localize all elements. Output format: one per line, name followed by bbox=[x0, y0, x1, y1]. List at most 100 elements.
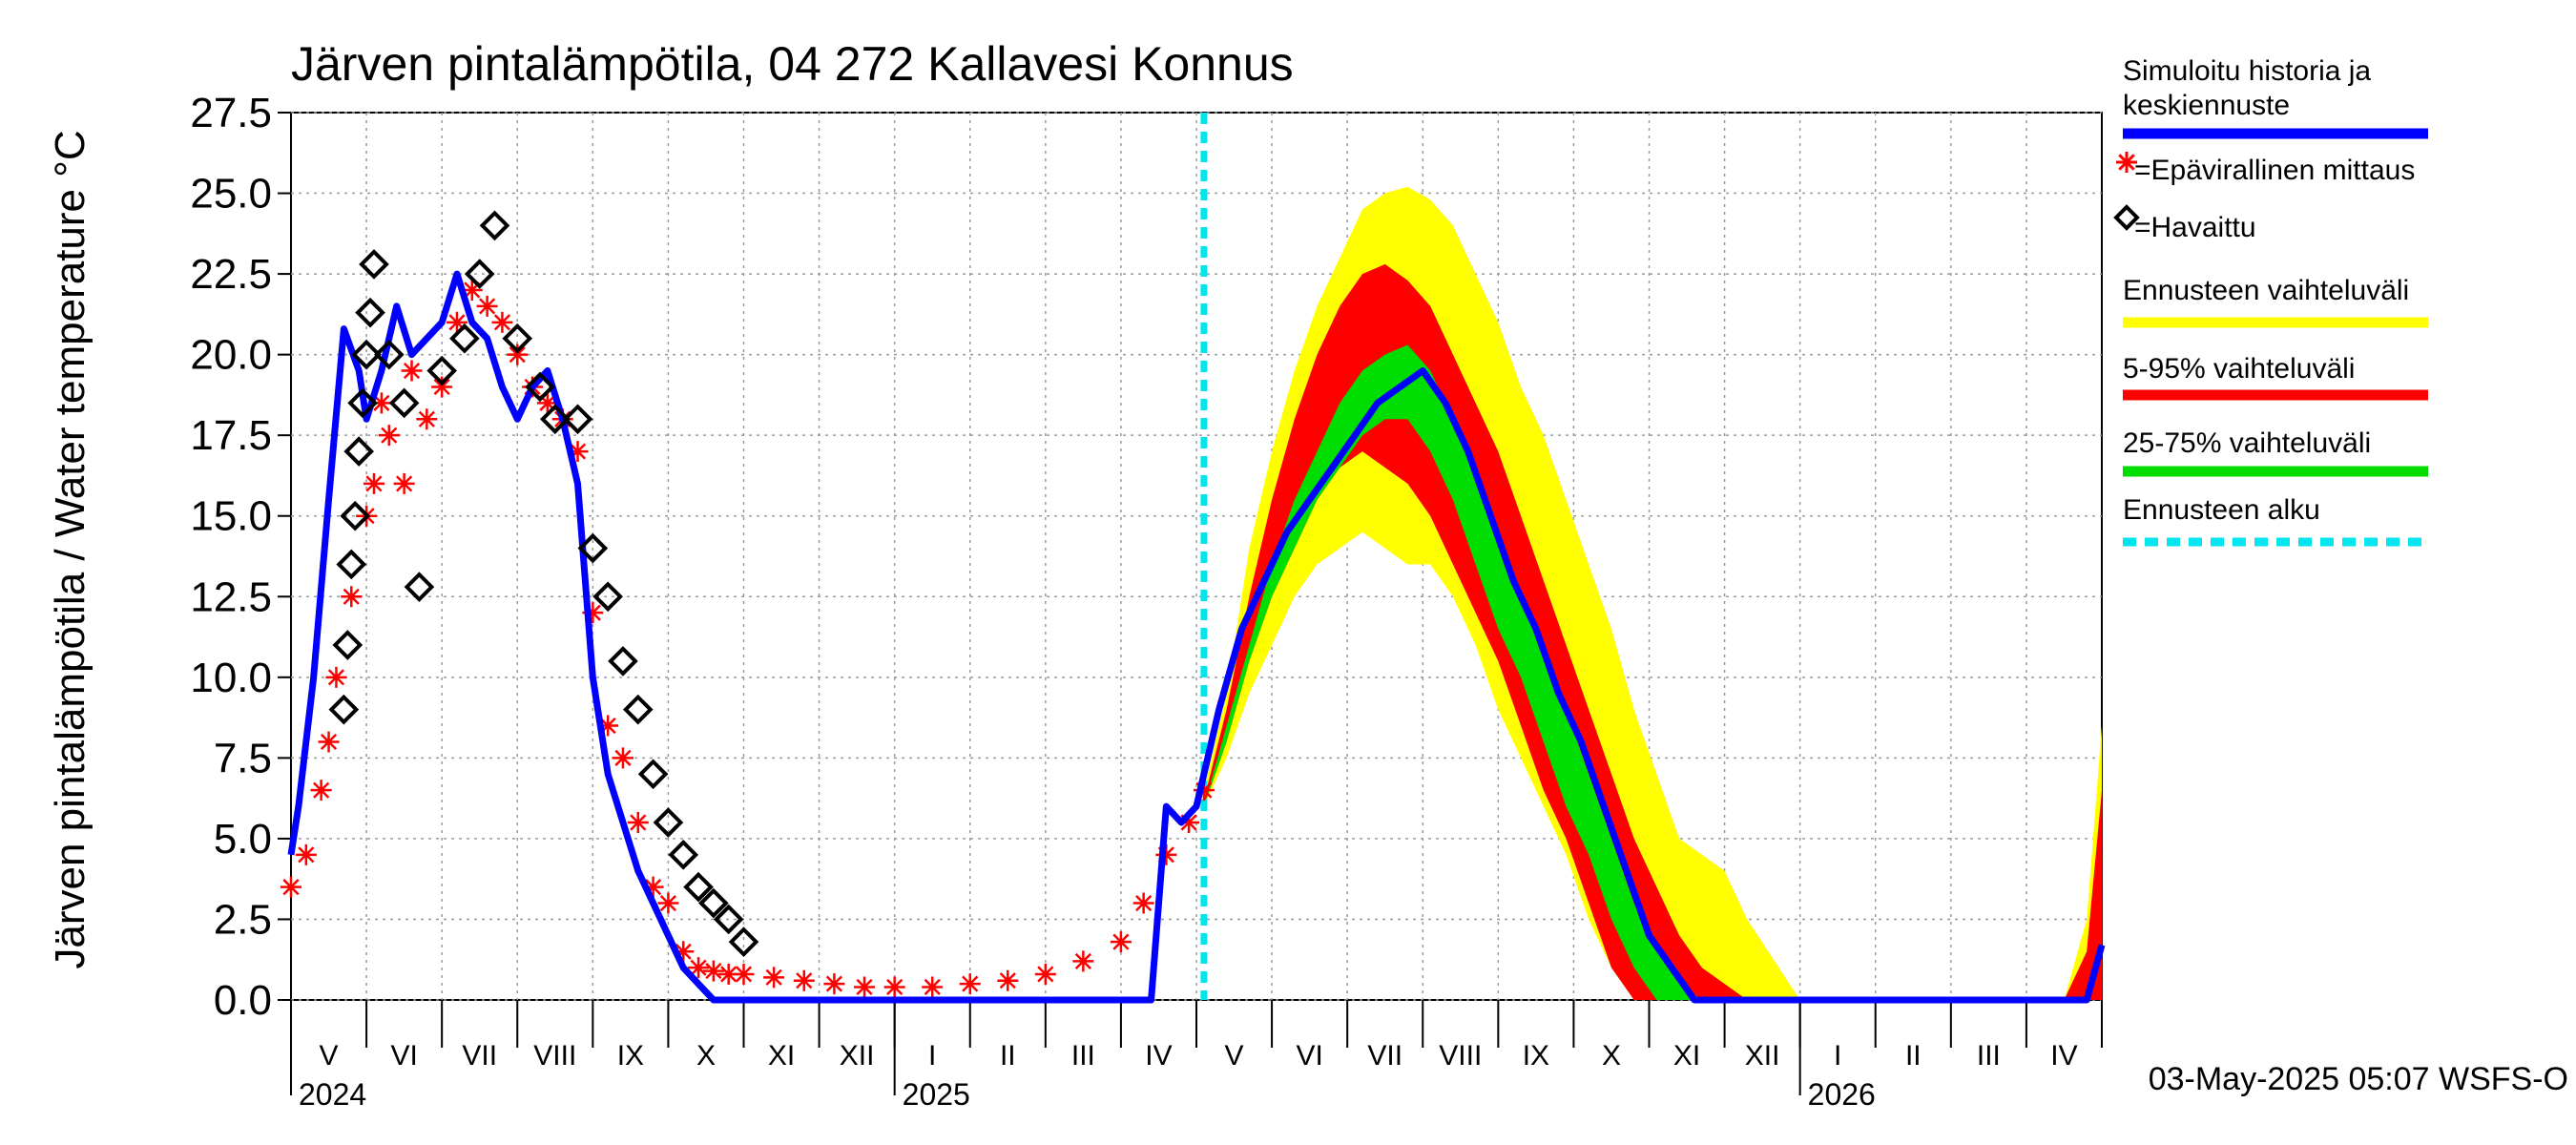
month-label: VI bbox=[390, 1040, 417, 1072]
observed-point bbox=[525, 371, 555, 403]
observed-point bbox=[343, 436, 375, 467]
observed-point bbox=[332, 630, 364, 660]
month-label: I bbox=[1834, 1040, 1841, 1072]
unofficial-measurement-point bbox=[491, 311, 513, 333]
unofficial-measurement-point bbox=[793, 969, 815, 991]
y-tick-label: 2.5 bbox=[214, 896, 272, 943]
observed-point bbox=[622, 694, 654, 725]
unofficial-measurement-point bbox=[1110, 931, 1132, 953]
month-label: IV bbox=[2050, 1040, 2077, 1072]
observed-point bbox=[351, 339, 382, 370]
observed-point bbox=[388, 387, 420, 419]
year-label: 2026 bbox=[1808, 1077, 1876, 1112]
month-label: III bbox=[1071, 1040, 1095, 1072]
observed-point bbox=[373, 339, 405, 370]
observed-point bbox=[340, 500, 371, 531]
month-label: I bbox=[928, 1040, 936, 1072]
observed-point bbox=[592, 581, 623, 613]
unofficial-measurement-point bbox=[627, 812, 649, 833]
month-label: II bbox=[1000, 1040, 1016, 1072]
legend-label: =Epävirallinen mittaus bbox=[2134, 155, 2415, 186]
month-label: V bbox=[1225, 1040, 1244, 1072]
chart-title: Järven pintalämpötila, 04 272 Kallavesi … bbox=[291, 37, 1294, 91]
y-tick-label: 22.5 bbox=[190, 251, 272, 298]
unofficial-measurement-point bbox=[823, 973, 845, 995]
unofficial-measurement-point bbox=[446, 311, 467, 333]
unofficial-measurement-point bbox=[341, 586, 363, 608]
legend-diamond-icon bbox=[2113, 204, 2140, 231]
month-label: XII bbox=[1745, 1040, 1780, 1072]
observed-point bbox=[359, 249, 389, 280]
unofficial-measurement-point bbox=[597, 715, 619, 737]
unofficial-measurement-point bbox=[567, 441, 589, 463]
unofficial-measurement-point bbox=[363, 472, 384, 494]
observed-point bbox=[698, 887, 729, 919]
month-label: X bbox=[696, 1040, 716, 1072]
month-label: III bbox=[1977, 1040, 2001, 1072]
observed-point bbox=[608, 646, 638, 677]
observed-point bbox=[426, 355, 457, 386]
unofficial-measurement-point bbox=[370, 392, 392, 414]
simulated-line bbox=[287, 270, 2106, 1004]
unofficial-measurement-point bbox=[378, 425, 400, 447]
unofficial-measurement-point bbox=[657, 892, 679, 914]
observed-point bbox=[328, 694, 360, 725]
y-tick-label: 5.0 bbox=[214, 816, 272, 863]
y-tick-label: 20.0 bbox=[190, 332, 272, 379]
unofficial-measurement-point bbox=[461, 280, 483, 301]
y-tick-label: 7.5 bbox=[214, 735, 272, 781]
unofficial-measurement-point bbox=[642, 876, 664, 898]
month-label: II bbox=[1905, 1040, 1922, 1072]
unofficial-measurement-point bbox=[431, 376, 453, 398]
y-tick-label: 10.0 bbox=[190, 655, 272, 701]
unofficial-measurement-point bbox=[536, 392, 558, 414]
observed-point bbox=[464, 259, 495, 289]
unofficial-measurement-point bbox=[717, 963, 739, 985]
month-label: IV bbox=[1145, 1040, 1172, 1072]
month-label: XI bbox=[1673, 1040, 1700, 1072]
observed-point bbox=[449, 323, 480, 354]
legend-star-icon bbox=[2116, 152, 2137, 173]
unofficial-measurement-point bbox=[1155, 843, 1177, 865]
observed-point bbox=[502, 323, 533, 354]
month-label: VIII bbox=[1439, 1040, 1482, 1072]
unofficial-measurement-point bbox=[476, 295, 498, 317]
observed-point bbox=[713, 904, 744, 935]
legend-label: Ennusteen vaihteluväli bbox=[2123, 275, 2409, 306]
y-tick-label: 25.0 bbox=[190, 171, 272, 218]
y-tick-label: 15.0 bbox=[190, 493, 272, 540]
unofficial-measurement-point bbox=[688, 957, 710, 979]
unofficial-measurement-point bbox=[1132, 892, 1154, 914]
legend-label: =Havaittu bbox=[2134, 212, 2256, 243]
footer-timestamp: 03-May-2025 05:07 WSFS-O bbox=[2149, 1061, 2568, 1097]
unofficial-measurement-point bbox=[763, 967, 785, 989]
legend-label: 25-75% vaihteluväli bbox=[2123, 427, 2371, 459]
unofficial-measurement-point bbox=[733, 963, 755, 985]
month-label: VII bbox=[1367, 1040, 1402, 1072]
y-axis-label: Järven pintalämpötila / Water temperatur… bbox=[47, 130, 93, 968]
unofficial-measurement-point bbox=[922, 976, 944, 998]
unofficial-measurement-point bbox=[401, 360, 423, 382]
unofficial-measurement-point bbox=[310, 780, 332, 802]
unofficial-measurement-point bbox=[1193, 780, 1215, 802]
month-label: XII bbox=[840, 1040, 875, 1072]
plot-area: 0.0 2.5 5.0 7.5 10.0 12.5 15.0 17.5 20.0 22.5 25.0… bbox=[190, 90, 2106, 1112]
observed-point bbox=[577, 532, 609, 564]
unofficial-measurement-point bbox=[295, 843, 317, 865]
year-label: 2025 bbox=[903, 1077, 970, 1112]
month-label: VI bbox=[1296, 1040, 1322, 1072]
observed-point bbox=[728, 926, 759, 957]
unofficial-measurement-point bbox=[1034, 963, 1056, 985]
observed-point bbox=[539, 404, 571, 435]
y-tick-label: 17.5 bbox=[190, 412, 272, 459]
observed-point bbox=[653, 807, 684, 838]
month-label: VII bbox=[462, 1040, 497, 1072]
observed-point bbox=[479, 210, 510, 241]
unofficial-measurement-point bbox=[673, 941, 695, 963]
year-label: 2024 bbox=[299, 1077, 366, 1112]
legend-label: Simuloitu historia ja bbox=[2123, 55, 2371, 87]
month-label: IX bbox=[617, 1040, 644, 1072]
legend-label: 5-95% vaihteluväli bbox=[2123, 353, 2355, 385]
